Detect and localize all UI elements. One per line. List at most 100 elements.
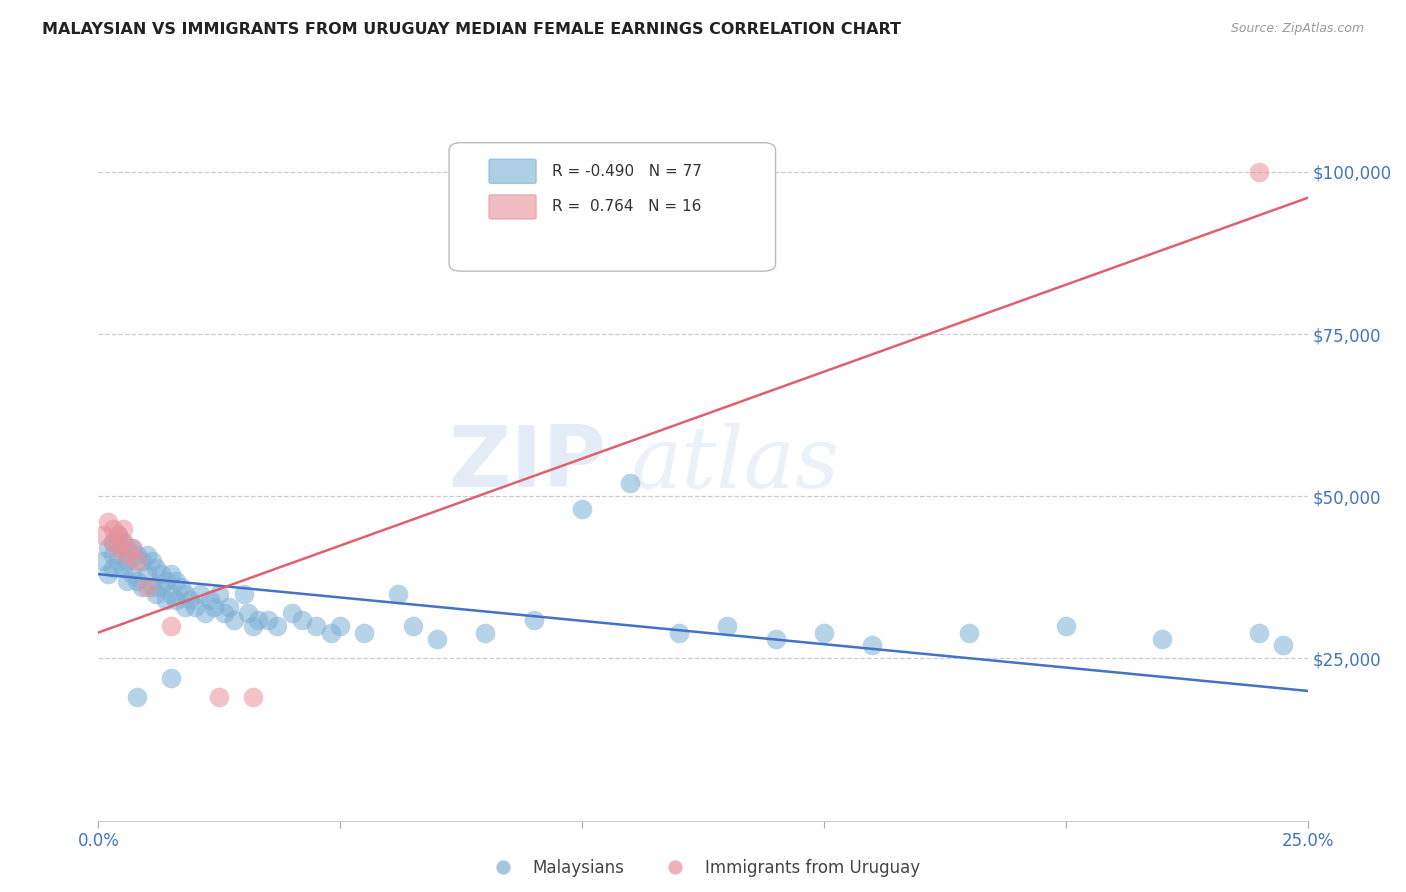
Point xyxy=(174,599,197,614)
Point xyxy=(208,690,231,705)
Point xyxy=(145,560,167,574)
Point xyxy=(135,580,157,594)
Point xyxy=(117,548,139,562)
Point xyxy=(353,625,375,640)
Point xyxy=(160,671,183,685)
Point xyxy=(1249,625,1271,640)
Point xyxy=(165,593,187,607)
Point xyxy=(117,574,139,588)
Point xyxy=(111,534,134,549)
Point xyxy=(107,541,129,556)
FancyBboxPatch shape xyxy=(489,194,536,219)
Point xyxy=(571,502,593,516)
Point xyxy=(121,541,143,556)
Text: R = -0.490   N = 77: R = -0.490 N = 77 xyxy=(553,164,702,178)
Point xyxy=(668,625,690,640)
Point xyxy=(91,554,114,568)
Point xyxy=(387,586,409,600)
Point xyxy=(1152,632,1174,646)
Point xyxy=(97,567,120,582)
Point xyxy=(179,593,201,607)
Point xyxy=(111,522,134,536)
Point xyxy=(107,554,129,568)
Point xyxy=(474,625,496,640)
Point xyxy=(242,690,264,705)
Point xyxy=(150,567,173,582)
Point xyxy=(242,619,264,633)
Point xyxy=(131,580,153,594)
Point xyxy=(247,613,270,627)
FancyBboxPatch shape xyxy=(489,159,536,184)
Point xyxy=(174,586,197,600)
Point xyxy=(101,534,124,549)
Point xyxy=(101,522,124,536)
Point xyxy=(160,567,183,582)
Point xyxy=(204,599,226,614)
Point xyxy=(111,534,134,549)
Point xyxy=(765,632,787,646)
Point xyxy=(97,541,120,556)
Point xyxy=(319,625,342,640)
Point xyxy=(121,541,143,556)
Point xyxy=(165,574,187,588)
Text: Source: ZipAtlas.com: Source: ZipAtlas.com xyxy=(1230,22,1364,36)
Point xyxy=(101,548,124,562)
Point xyxy=(150,580,173,594)
Text: MALAYSIAN VS IMMIGRANTS FROM URUGUAY MEDIAN FEMALE EARNINGS CORRELATION CHART: MALAYSIAN VS IMMIGRANTS FROM URUGUAY MED… xyxy=(42,22,901,37)
Point xyxy=(127,554,149,568)
Point xyxy=(160,619,183,633)
Point xyxy=(426,632,449,646)
Point xyxy=(97,515,120,529)
Point xyxy=(141,554,163,568)
Point xyxy=(107,528,129,542)
Point xyxy=(218,599,240,614)
Point xyxy=(107,528,129,542)
Text: R =  0.764   N = 16: R = 0.764 N = 16 xyxy=(553,200,702,214)
Point xyxy=(155,574,177,588)
Point xyxy=(813,625,835,640)
Point xyxy=(1054,619,1077,633)
Point xyxy=(266,619,288,633)
Point xyxy=(238,606,260,620)
Point xyxy=(131,554,153,568)
Point xyxy=(111,560,134,574)
Point xyxy=(716,619,738,633)
Point xyxy=(957,625,980,640)
FancyBboxPatch shape xyxy=(449,143,776,271)
Point xyxy=(188,586,211,600)
Point xyxy=(117,554,139,568)
Point xyxy=(305,619,328,633)
Point xyxy=(127,548,149,562)
Point xyxy=(402,619,425,633)
Point xyxy=(290,613,312,627)
Point xyxy=(91,528,114,542)
Point xyxy=(169,580,191,594)
Point xyxy=(1272,639,1295,653)
Point xyxy=(155,593,177,607)
Point xyxy=(619,476,641,491)
Point xyxy=(222,613,245,627)
Point xyxy=(256,613,278,627)
Text: ZIP: ZIP xyxy=(449,422,606,506)
Point xyxy=(208,586,231,600)
Point xyxy=(135,567,157,582)
Point xyxy=(281,606,304,620)
Point xyxy=(194,606,217,620)
Point xyxy=(127,690,149,705)
Point xyxy=(117,541,139,556)
Point xyxy=(1249,165,1271,179)
Point xyxy=(135,548,157,562)
Point xyxy=(232,586,254,600)
Point xyxy=(860,639,883,653)
Point xyxy=(145,586,167,600)
Point xyxy=(198,593,221,607)
Point xyxy=(329,619,352,633)
Point xyxy=(121,567,143,582)
Point xyxy=(523,613,546,627)
Legend: Malaysians, Immigrants from Uruguay: Malaysians, Immigrants from Uruguay xyxy=(479,853,927,884)
Point xyxy=(160,586,183,600)
Point xyxy=(212,606,235,620)
Point xyxy=(101,560,124,574)
Point xyxy=(127,574,149,588)
Text: atlas: atlas xyxy=(630,423,839,505)
